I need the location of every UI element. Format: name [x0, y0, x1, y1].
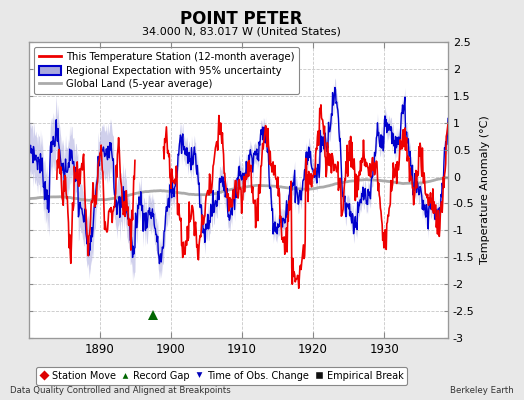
Text: Berkeley Earth: Berkeley Earth: [450, 386, 514, 395]
Y-axis label: Temperature Anomaly (°C): Temperature Anomaly (°C): [480, 116, 490, 264]
Text: POINT PETER: POINT PETER: [180, 10, 302, 28]
Legend: Station Move, Record Gap, Time of Obs. Change, Empirical Break: Station Move, Record Gap, Time of Obs. C…: [36, 367, 407, 385]
Text: 34.000 N, 83.017 W (United States): 34.000 N, 83.017 W (United States): [141, 26, 341, 36]
Text: Data Quality Controlled and Aligned at Breakpoints: Data Quality Controlled and Aligned at B…: [10, 386, 231, 395]
